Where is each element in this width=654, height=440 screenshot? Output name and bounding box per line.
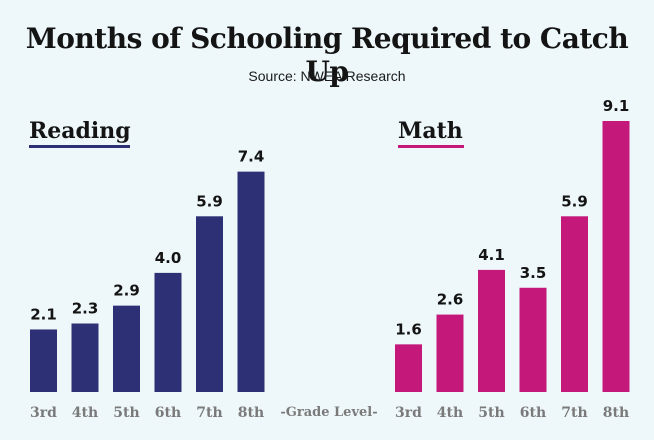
reading-tick-label-4th: 4th (72, 405, 98, 421)
math-bar-7th (561, 216, 588, 392)
math-bar-8th (602, 121, 630, 392)
reading-value-label-5th: 2.9 (113, 282, 140, 300)
reading-bar-5th (113, 305, 140, 392)
reading-value-label-3rd: 2.1 (30, 305, 57, 323)
reading-bar-7th (196, 216, 223, 392)
math-value-label-6th: 3.5 (520, 264, 547, 282)
math-panel: Math 1.6 3rd 2.6 4th 4.1 5th 3.5 6th 5.9 7th 9.1 8th (395, 97, 630, 421)
math-tick-label-3rd: 3rd (395, 405, 422, 421)
x-axis-label: -Grade Level- (280, 405, 377, 420)
math-value-label-3rd: 1.6 (395, 320, 422, 338)
reading-tick-label-8th: 8th (238, 405, 264, 421)
reading-title-underline (29, 145, 130, 148)
reading-tick-label-3rd: 3rd (30, 405, 57, 421)
math-value-label-8th: 9.1 (603, 97, 630, 115)
math-bar-6th (519, 287, 547, 392)
reading-panel-title: Reading (29, 118, 131, 144)
math-value-label-7th: 5.9 (561, 192, 588, 210)
chart-subtitle: Source: NWEA Research (248, 68, 406, 84)
reading-bar-6th (154, 272, 182, 392)
math-bar-4th (436, 314, 464, 392)
reading-tick-label-6th: 6th (155, 405, 181, 421)
chart-title: Months of Schooling Required to Catch Up (25, 22, 629, 88)
reading-value-label-4th: 2.3 (72, 300, 99, 318)
math-tick-label-7th: 7th (561, 405, 587, 421)
reading-bar-3rd (30, 329, 57, 392)
math-tick-label-5th: 5th (478, 405, 504, 421)
reading-bar-4th (71, 323, 99, 392)
reading-panel: Reading 2.1 3rd 2.3 4th 2.9 5th 4.0 6th 5.9 7th 7.4… (29, 118, 265, 421)
reading-value-label-8th: 7.4 (238, 148, 265, 166)
reading-tick-label-7th: 7th (196, 405, 222, 421)
reading-bar-8th (237, 171, 265, 392)
math-value-label-4th: 2.6 (437, 291, 464, 309)
math-bar-3rd (395, 344, 422, 392)
math-tick-label-6th: 6th (520, 405, 546, 421)
math-title-underline (398, 145, 464, 148)
reading-value-label-6th: 4.0 (155, 249, 182, 267)
math-panel-title: Math (398, 118, 463, 144)
reading-tick-label-5th: 5th (113, 405, 139, 421)
math-bar-5th (478, 269, 505, 392)
math-tick-label-8th: 8th (603, 405, 629, 421)
math-value-label-5th: 4.1 (478, 246, 505, 264)
reading-value-label-7th: 5.9 (196, 192, 223, 210)
math-tick-label-4th: 4th (437, 405, 463, 421)
